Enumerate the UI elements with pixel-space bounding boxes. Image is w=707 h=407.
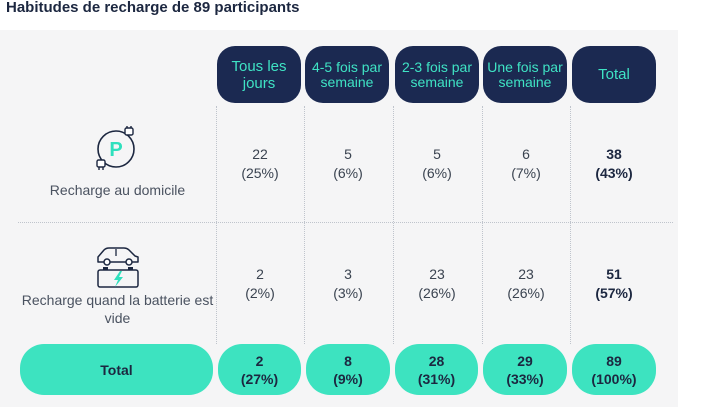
column-header-total: Total xyxy=(572,46,656,103)
total-cell: 2 (27%) xyxy=(218,344,301,395)
grid-line xyxy=(570,106,571,344)
grid-line xyxy=(393,106,394,344)
page-title: Habitudes de recharge de 89 participants xyxy=(6,0,300,16)
table-cell: 6 (7%) xyxy=(511,146,541,181)
grand-total-cell: 89 (100%) xyxy=(572,344,656,395)
row-label-home-charging: Recharge au domicile xyxy=(49,182,186,198)
column-header-2-3-weekly: 2-3 fois par semaine xyxy=(395,46,479,103)
table-cell: 23 (26%) xyxy=(507,266,545,301)
row-total-cell: 38 (43%) xyxy=(595,146,633,181)
column-header-once-weekly: Une fois par semaine xyxy=(483,46,567,103)
table-cell: 5 (6%) xyxy=(333,146,363,181)
row-divider xyxy=(18,222,673,223)
grid-line xyxy=(304,106,305,344)
column-header-4-5-weekly: 4-5 fois par semaine xyxy=(305,46,389,103)
svg-text:P: P xyxy=(109,139,122,161)
total-cell: 8 (9%) xyxy=(306,344,390,395)
total-row-label: Total xyxy=(20,344,213,395)
total-cell: 29 (33%) xyxy=(483,344,567,395)
total-cell: 28 (31%) xyxy=(395,344,478,395)
grid-line xyxy=(216,106,217,344)
table-cell: 5 (6%) xyxy=(422,146,452,181)
table-cell: 2 (2%) xyxy=(245,266,275,301)
table-cell: 23 (26%) xyxy=(418,266,456,301)
column-header-daily: Tous les jours xyxy=(217,46,301,103)
row-total-cell: 51 (57%) xyxy=(595,266,633,301)
grid-line xyxy=(482,106,483,344)
parking-plug-icon: P xyxy=(96,126,135,170)
table-cell: 3 (3%) xyxy=(333,266,363,301)
table-cell: 22 (25%) xyxy=(241,146,279,181)
row-label-empty-battery-charging: Recharge quand la batterie est vide xyxy=(21,292,214,326)
car-battery-icon xyxy=(97,247,139,288)
